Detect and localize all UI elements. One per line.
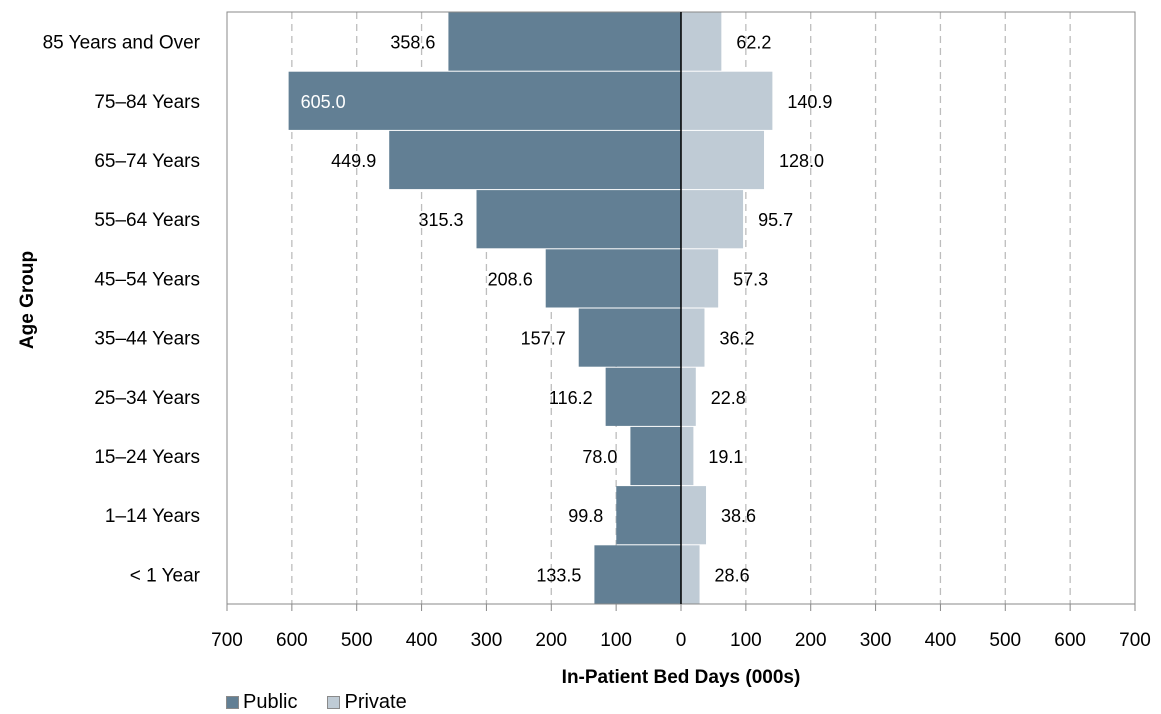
data-label-public: 78.0 — [582, 447, 617, 467]
bar-public — [605, 367, 681, 426]
x-tick-label: 700 — [211, 630, 243, 651]
category-label: 25–34 Years — [94, 388, 200, 409]
x-tick-label: 600 — [276, 630, 308, 651]
bar-public — [448, 12, 681, 71]
bar-public — [594, 545, 681, 604]
legend-label-public: Public — [243, 691, 298, 713]
bar-private — [681, 426, 694, 486]
x-tick-label: 500 — [341, 630, 373, 651]
bar-private — [681, 130, 765, 190]
bar-private — [681, 486, 707, 545]
category-label: 55–64 Years — [94, 210, 200, 231]
y-axis-title: Age Group — [17, 251, 38, 349]
category-label: 1–14 Years — [105, 506, 200, 527]
data-label-private: 28.6 — [715, 565, 750, 585]
x-tick-label: 300 — [471, 630, 503, 651]
category-label: 75–84 Years — [94, 92, 200, 113]
x-tick-label: 100 — [600, 630, 632, 651]
data-label-public: 116.2 — [549, 388, 593, 408]
x-tick-label: 300 — [860, 630, 892, 651]
data-label-private: 38.6 — [721, 506, 756, 526]
x-axis-title: In-Patient Bed Days (000s) — [562, 667, 801, 688]
x-tick-label: 600 — [1054, 630, 1086, 651]
category-label: < 1 Year — [130, 565, 201, 586]
legend-swatch-public — [226, 695, 239, 709]
data-label-private: 36.2 — [719, 329, 754, 349]
x-tick-label: 200 — [535, 630, 567, 651]
bar-private — [681, 12, 722, 71]
bar-private — [681, 308, 705, 367]
bar-public — [616, 486, 681, 545]
category-label: 85 Years and Over — [43, 33, 201, 54]
data-label-private: 140.9 — [787, 92, 832, 112]
bar-public — [476, 190, 681, 249]
legend-item-public: Public — [226, 690, 297, 714]
data-label-private: 62.2 — [736, 33, 771, 53]
data-label-private: 128.0 — [779, 151, 824, 171]
bar-public — [288, 71, 681, 130]
legend-item-private: Private — [327, 690, 407, 714]
data-labels: 85 Years and Over 358.6 62.2 75–84 Years 605… — [43, 33, 833, 587]
bar-private — [681, 367, 696, 426]
x-tick-label: 500 — [989, 630, 1021, 651]
x-tick-label: 400 — [925, 630, 957, 651]
legend-swatch-private — [327, 695, 341, 709]
data-label-public: 315.3 — [418, 210, 463, 230]
x-tick-label: 100 — [730, 630, 762, 651]
bar-private — [681, 190, 744, 249]
category-label: 35–44 Years — [94, 329, 200, 350]
data-label-private: 57.3 — [733, 269, 768, 289]
bars — [288, 12, 773, 604]
data-label-public: 99.8 — [568, 506, 603, 526]
bar-public — [545, 249, 681, 308]
x-tick-label: 200 — [795, 630, 827, 651]
data-label-public: 605.0 — [301, 92, 346, 112]
data-label-public: 449.9 — [331, 151, 376, 171]
data-label-public: 358.6 — [390, 33, 435, 53]
bar-public — [630, 426, 681, 486]
chart: 85 Years and Over 358.6 62.2 75–84 Years 605… — [17, 11, 1151, 688]
x-tick-label: 700 — [1119, 630, 1151, 651]
bar-private — [681, 249, 719, 308]
legend: Public Private — [226, 690, 437, 714]
data-label-public: 133.5 — [536, 565, 581, 585]
data-label-public: 157.7 — [521, 329, 566, 349]
data-label-public: 208.6 — [488, 269, 533, 289]
bar-private — [681, 545, 700, 604]
data-label-private: 22.8 — [711, 388, 746, 408]
data-label-private: 95.7 — [758, 210, 793, 230]
x-tick-label: 400 — [406, 630, 438, 651]
category-label: 15–24 Years — [94, 447, 200, 468]
data-label-private: 19.1 — [708, 447, 743, 467]
category-label: 65–74 Years — [94, 151, 200, 172]
bar-public — [389, 130, 681, 190]
category-label: 45–54 Years — [94, 269, 200, 290]
axes: 700 600 500 400 300 200 100 0 100 200 300 400 500 600… — [211, 11, 1151, 651]
x-tick-label: 0 — [676, 630, 687, 651]
bar-public — [578, 308, 681, 367]
bar-private — [681, 71, 773, 130]
legend-label-private: Private — [344, 691, 407, 713]
